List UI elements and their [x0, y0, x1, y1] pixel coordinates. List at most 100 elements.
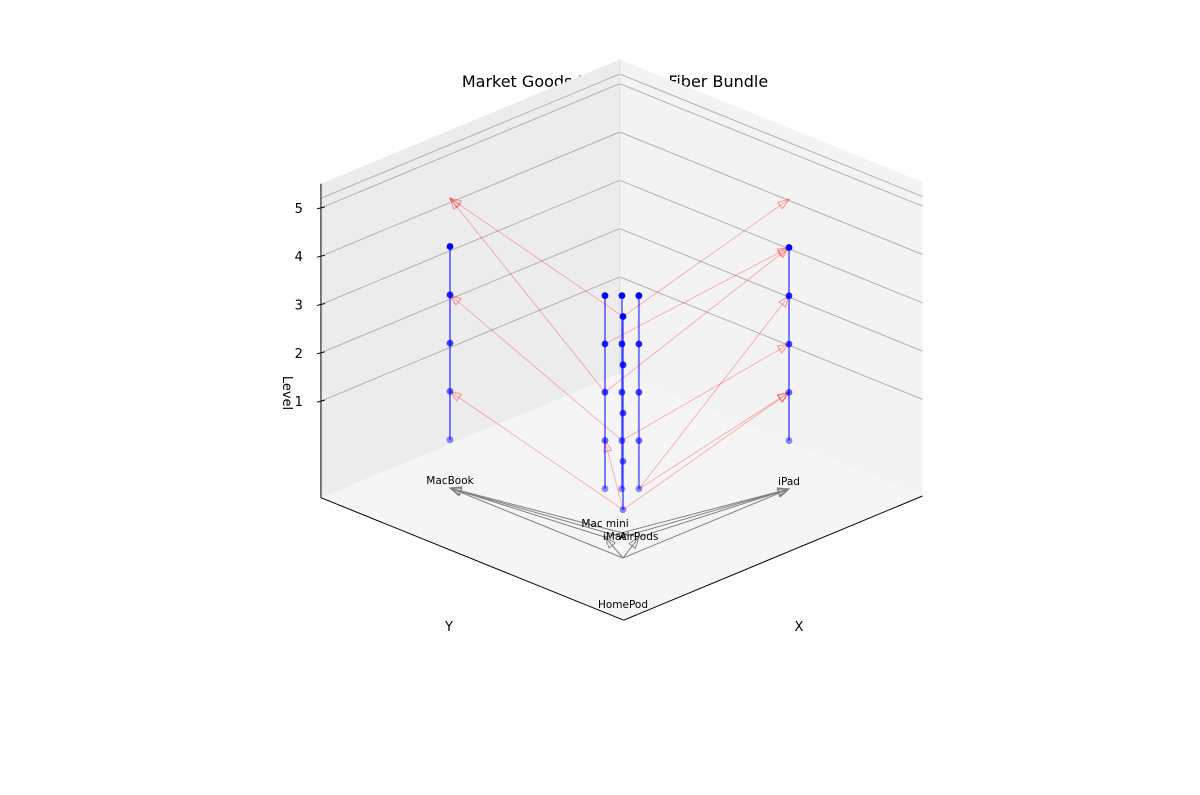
x-axis-line	[623, 495, 923, 621]
fiber-point	[446, 291, 454, 299]
base-edge-head	[448, 486, 463, 496]
gridlines	[320, 59, 923, 402]
good-label: iMac	[603, 531, 627, 543]
base-edges	[448, 486, 791, 559]
base-edge	[449, 487, 606, 538]
x-axis-label: X	[795, 620, 804, 635]
fiber-point	[618, 292, 626, 300]
fiber-point	[785, 389, 793, 396]
base-edge-head	[604, 535, 617, 549]
preference-arrow-head	[448, 293, 462, 306]
gridline	[619, 228, 923, 352]
preference-arrow	[449, 390, 624, 511]
preference-arrow	[638, 295, 790, 490]
base-edge-head	[628, 536, 640, 550]
fiber-point	[635, 340, 643, 348]
fiber-point	[785, 292, 793, 300]
base-edge	[622, 488, 790, 559]
preference-arrow-head	[448, 390, 463, 402]
z-tick-label: 5	[295, 202, 303, 217]
fiber-point	[635, 485, 643, 493]
fiber-point	[618, 388, 626, 396]
base-edge	[622, 536, 640, 559]
fiber-point	[635, 388, 643, 396]
z-tick-label: 3	[295, 299, 303, 314]
z-tick-label: 2	[295, 347, 303, 362]
preference-arrow-head	[449, 197, 461, 211]
base-edge	[621, 488, 790, 538]
z-tick-label: 1	[295, 395, 303, 410]
fiber-point	[619, 458, 627, 465]
preference-arrow	[604, 247, 790, 393]
fiber-point	[446, 339, 454, 347]
good-label: AirPods	[619, 531, 658, 543]
base-edge-head	[776, 488, 791, 498]
gridline	[320, 179, 620, 305]
preference-arrow	[449, 197, 624, 317]
gridline	[619, 179, 923, 304]
z-axis-label: Level	[279, 376, 294, 410]
fiber-point	[446, 436, 454, 444]
y-axis-line	[320, 497, 624, 621]
fiber-point	[785, 244, 793, 251]
preference-arrow	[604, 247, 790, 345]
fiber-point	[618, 485, 626, 493]
preference-arrow-head	[776, 391, 791, 403]
preference-arrow-head	[776, 198, 791, 210]
back-left-pane	[320, 59, 620, 498]
axes: 1 2 3 4 5	[295, 183, 923, 621]
back-right-pane	[619, 59, 923, 497]
gridline	[619, 276, 923, 400]
fiber-point	[619, 409, 627, 417]
preference-arrow	[638, 391, 790, 490]
base-edge	[604, 488, 790, 538]
good-label: HomePod	[598, 599, 648, 611]
preference-arrow	[449, 197, 606, 393]
preference-arrows	[448, 197, 791, 511]
gridline	[320, 276, 620, 402]
fiber-point	[785, 437, 793, 445]
gridline	[320, 73, 620, 199]
base-edge	[604, 536, 624, 559]
z-tick-label: 4	[295, 250, 303, 265]
z-tick	[316, 254, 326, 258]
z-tick	[316, 351, 326, 355]
gridline	[619, 73, 923, 198]
fiber-point	[619, 313, 627, 320]
fiber-point	[619, 506, 627, 514]
fiber-point	[635, 437, 643, 444]
good-label: Mac mini	[581, 518, 628, 530]
base-edge	[449, 487, 623, 538]
fibers	[446, 243, 793, 514]
fiber-point	[619, 361, 627, 369]
gridline	[619, 131, 923, 255]
fiber-point	[601, 485, 609, 493]
fiber-point	[618, 340, 626, 348]
preference-arrow	[622, 198, 790, 317]
preference-arrow	[604, 440, 624, 510]
fiber-point	[618, 437, 626, 444]
good-label: MacBook	[426, 475, 474, 487]
preference-arrow-head	[776, 343, 791, 354]
fiber-point	[601, 437, 609, 444]
fiber-point	[635, 292, 643, 300]
fiber-point	[446, 243, 454, 250]
preference-arrow-head	[778, 294, 790, 308]
gridline	[320, 131, 620, 257]
z-tick	[316, 399, 326, 403]
z-tick	[316, 303, 326, 306]
base-edge	[449, 487, 624, 559]
preference-arrow	[449, 294, 623, 441]
fiber-point	[601, 340, 609, 348]
fiber-point	[785, 340, 793, 348]
fiber-point	[601, 292, 609, 299]
preference-arrow	[622, 391, 790, 511]
fiber-point	[446, 388, 454, 395]
preference-arrow-head	[448, 197, 463, 209]
preference-arrow	[621, 343, 790, 441]
y-axis-label: Y	[444, 620, 453, 635]
preference-arrow-head	[777, 246, 791, 259]
z-tick	[316, 206, 326, 210]
